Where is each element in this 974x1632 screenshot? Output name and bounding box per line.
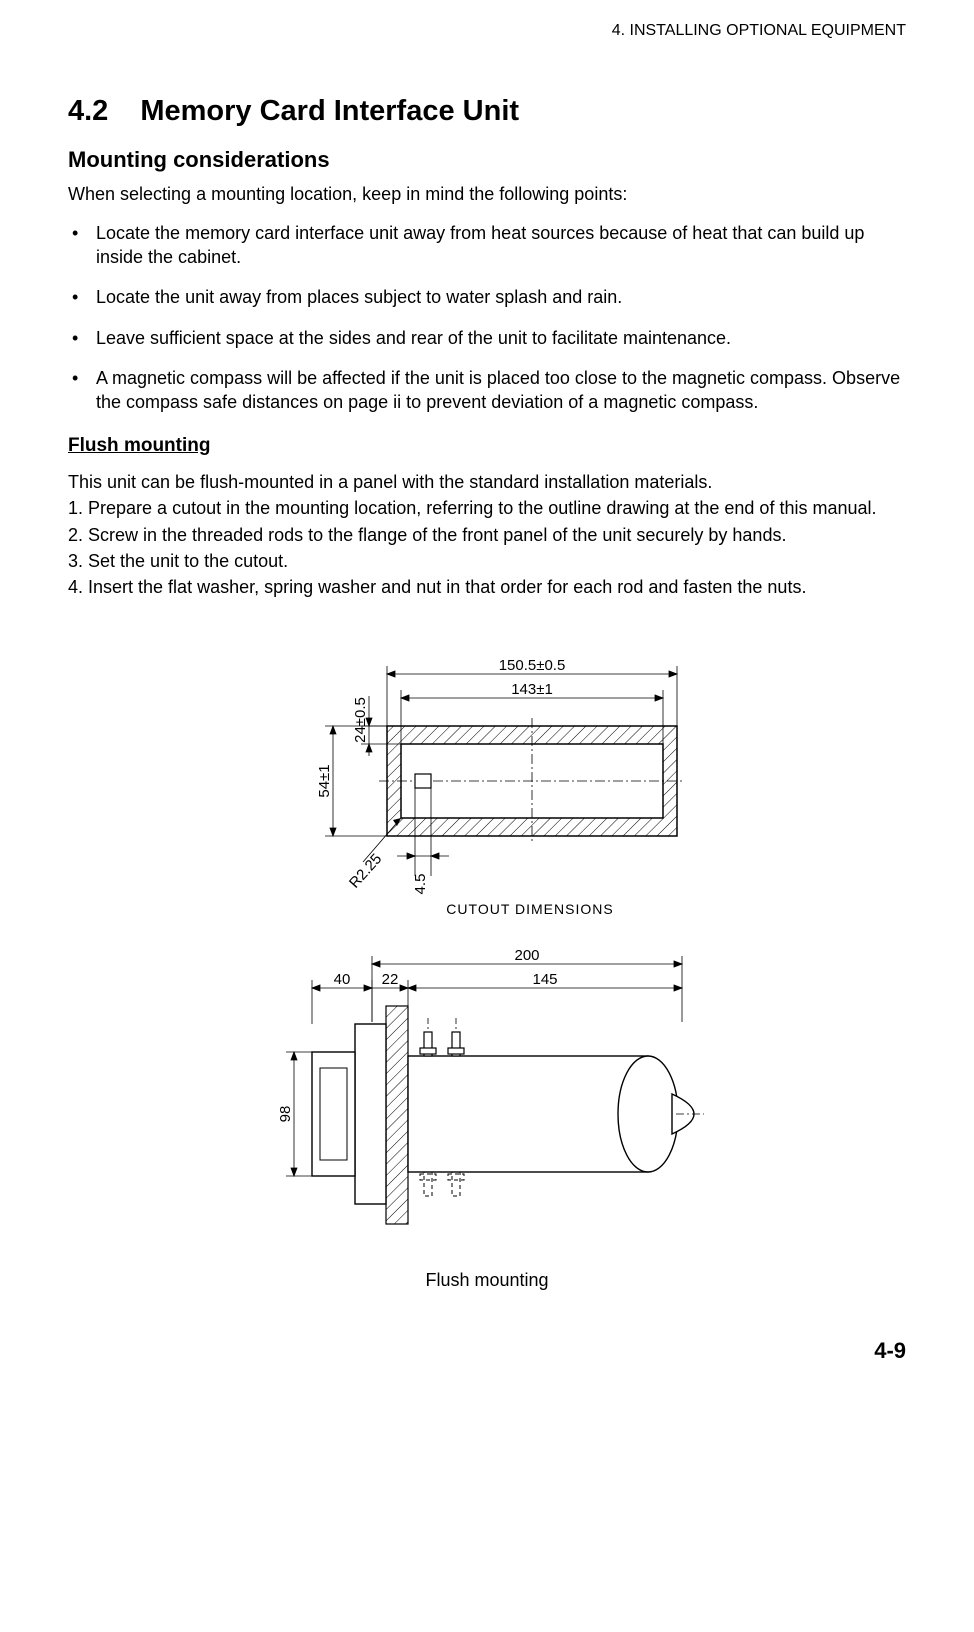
dim-inner-width: 143±1 xyxy=(511,681,553,698)
section-title: Memory Card Interface Unit xyxy=(140,95,519,127)
flush-heading: Flush mounting xyxy=(68,433,906,459)
page-number: 4-9 xyxy=(68,1336,906,1366)
mounting-intro: When selecting a mounting location, keep… xyxy=(68,182,906,206)
bullet-item: Leave sufficient space at the sides and … xyxy=(68,326,906,350)
flush-intro: This unit can be flush-mounted in a pane… xyxy=(68,470,906,494)
section-number: 4.2 xyxy=(68,95,108,127)
flush-step: 3. Set the unit to the cutout. xyxy=(68,549,906,573)
section-heading: 4.2 Memory Card Interface Unit xyxy=(68,92,906,131)
cutout-diagram: 150.5±0.5 143±1 24±0.5 54±1 xyxy=(267,626,707,926)
side-view-diagram: 200 40 22 145 xyxy=(252,936,722,1246)
bullet-item: Locate the memory card interface unit aw… xyxy=(68,221,906,270)
diagram-container: 150.5±0.5 143±1 24±0.5 54±1 xyxy=(68,626,906,1292)
flush-step: 1. Prepare a cutout in the mounting loca… xyxy=(68,496,906,520)
dim-145: 145 xyxy=(532,971,557,988)
dim-4-5: 4.5 xyxy=(412,873,429,894)
mounting-heading: Mounting considerations xyxy=(68,145,906,175)
bullet-item: A magnetic compass will be affected if t… xyxy=(68,366,906,415)
dim-200: 200 xyxy=(514,947,539,964)
flush-step: 4. Insert the flat washer, spring washer… xyxy=(68,575,906,599)
flush-step: 2. Screw in the threaded rods to the fla… xyxy=(68,523,906,547)
dim-98: 98 xyxy=(277,1105,294,1122)
bullet-item: Locate the unit away from places subject… xyxy=(68,285,906,309)
mounting-bullet-list: Locate the memory card interface unit aw… xyxy=(68,221,906,415)
chapter-header: 4. INSTALLING OPTIONAL EQUIPMENT xyxy=(68,20,906,42)
dim-outer-width: 150.5±0.5 xyxy=(499,657,566,674)
figure-caption: Flush mounting xyxy=(425,1268,548,1292)
dim-24: 24±0.5 xyxy=(352,697,369,743)
dim-radius: R2.25 xyxy=(346,850,385,891)
cutout-caption: CUTOUT DIMENSIONS xyxy=(446,901,613,917)
dim-22: 22 xyxy=(382,971,399,988)
dim-40: 40 xyxy=(334,971,351,988)
dim-54: 54±1 xyxy=(316,764,333,797)
